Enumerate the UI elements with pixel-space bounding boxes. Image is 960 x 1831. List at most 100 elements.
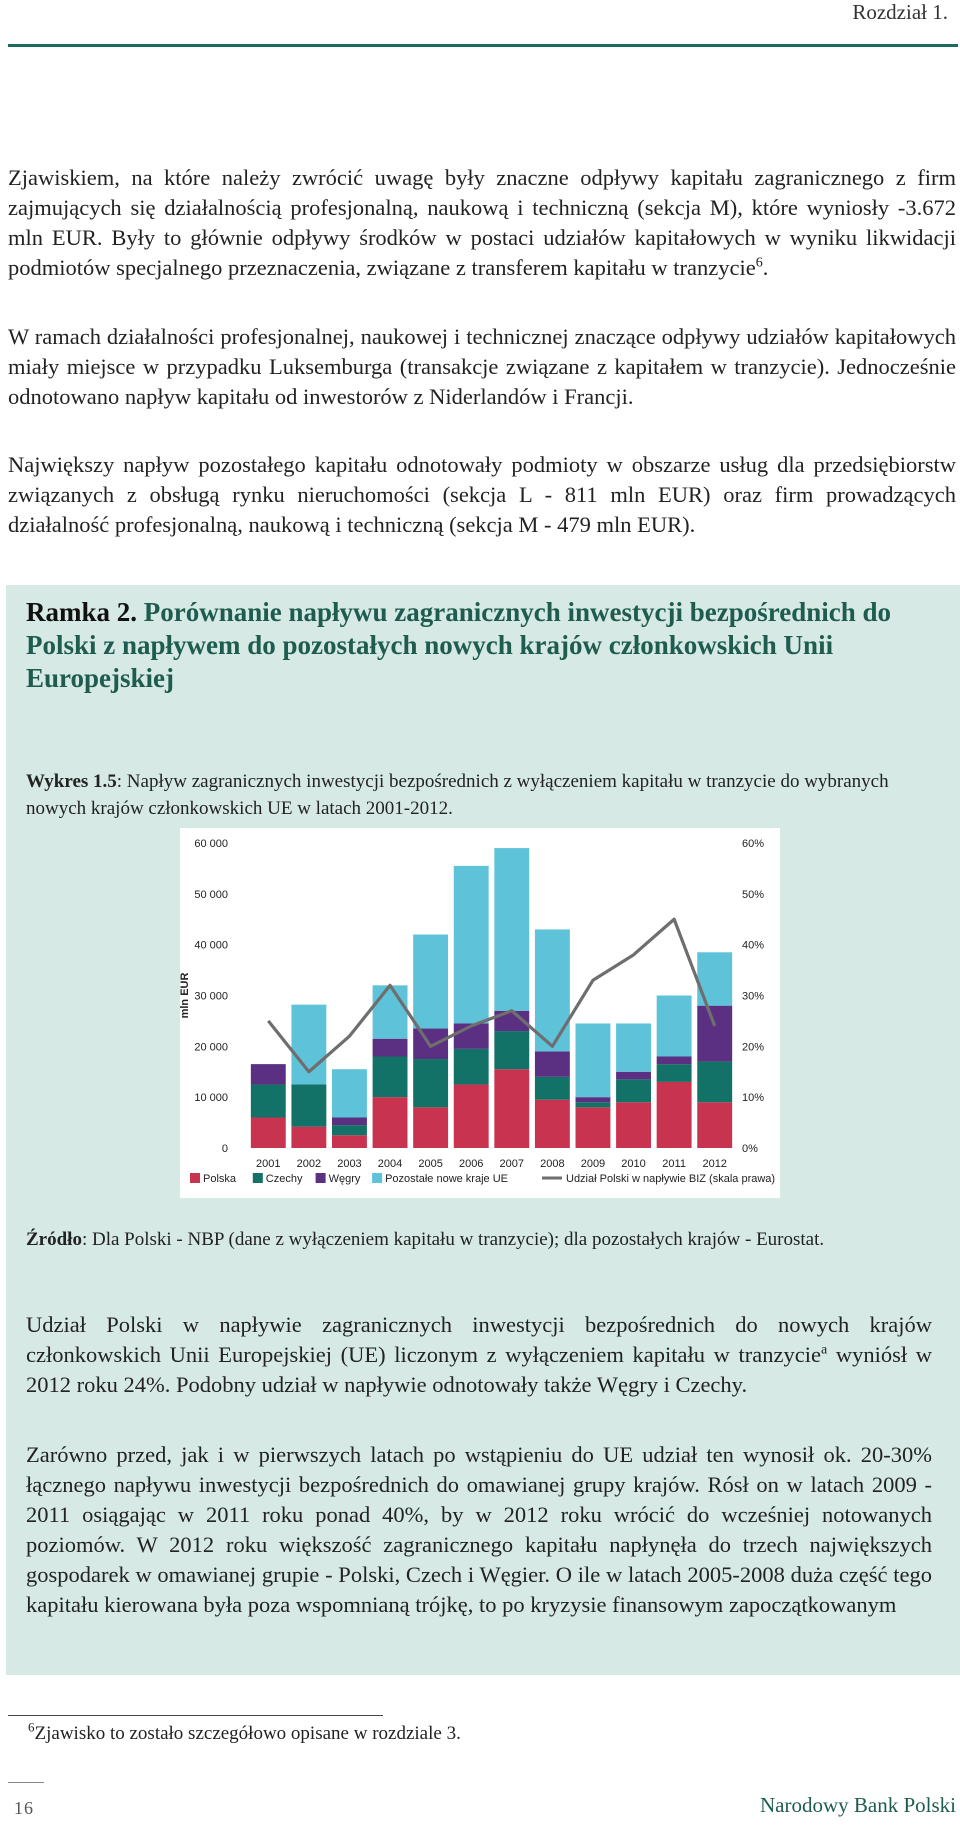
bar-segment: [250, 1084, 286, 1118]
x-tick-label: 2007: [500, 1158, 524, 1170]
legend-swatch: [372, 1173, 383, 1183]
bar-segment: [575, 1023, 611, 1098]
y2-tick-label: 40%: [742, 940, 764, 952]
legend-swatch: [190, 1173, 200, 1183]
x-tick-label: 2011: [662, 1158, 686, 1170]
fdi-chart: 0 10 000 20 000 30 000 40 000 50 000 60 000 0% 1…: [180, 838, 775, 1185]
y-axis-label: mln EUR: [180, 973, 191, 1019]
bar-segment: [332, 1135, 367, 1148]
bar-segment: [656, 1081, 692, 1148]
y-tick-label: 20 000: [194, 1041, 228, 1053]
bar-segment: [372, 1038, 408, 1057]
chart-caption: Wykres 1.5: Napływ zagranicznych inwesty…: [26, 768, 936, 822]
chart-caption-text: : Napływ zagranicznych inwestycji bezpoś…: [26, 771, 889, 819]
y2-tick-label: 20%: [742, 1041, 764, 1053]
box-title: Ramka 2. Porównanie napływu zagranicznyc…: [26, 596, 936, 695]
chart-caption-label: Wykres 1.5: [26, 771, 117, 792]
x-tick-label: 2009: [581, 1158, 605, 1170]
bar-segment: [291, 1126, 327, 1148]
source-text: : Dla Polski - NBP (dane z wyłączeniem k…: [81, 1229, 825, 1250]
share-line: [267, 917, 717, 1074]
box-footnote-ref: a: [820, 1342, 828, 1358]
bar-segment: [453, 1084, 489, 1148]
bar-segment: [616, 1102, 651, 1148]
y-tick-label: 50 000: [194, 889, 228, 901]
y-tick-label: 60 000: [194, 838, 228, 850]
x-tick-label: 2006: [459, 1158, 483, 1170]
legend-label: Pozostałe nowe kraje UE: [385, 1173, 508, 1185]
box-paragraph-2: Zarówno przed, jak i w pierwszych latach…: [26, 1442, 932, 1617]
legend-label: Węgry: [329, 1173, 361, 1185]
chart-panel: 0 10 000 20 000 30 000 40 000 50 000 60 000 0% 1…: [180, 828, 780, 1198]
chart-source: Źródło: Dla Polski - NBP (dane z wyłącze…: [26, 1227, 936, 1253]
footnote: 6Zjawisko to zostało szczegółowo opisane…: [28, 1719, 461, 1745]
header-divider: [8, 44, 958, 47]
y2-tick-label: 30%: [742, 991, 764, 1003]
paragraph-1-text: Zjawiskiem, na które należy zwrócić uwag…: [8, 165, 956, 280]
bar-segment: [534, 929, 570, 1052]
bar-segment: [413, 934, 449, 1029]
y-tick-label: 0: [222, 1143, 228, 1155]
bar-segment: [534, 1051, 570, 1077]
paragraph-2: W ramach działalności profesjonalnej, na…: [8, 324, 956, 409]
bar-segment: [453, 865, 489, 1024]
bar-segment: [656, 1056, 692, 1065]
box-title-text: Porównanie napływu zagranicznych inwesty…: [26, 597, 892, 693]
bar-segment: [494, 848, 530, 1011]
x-tick-label: 2008: [540, 1158, 564, 1170]
y-tick-label: 40 000: [194, 940, 228, 952]
bar-segment: [656, 995, 692, 1057]
bar-segment: [656, 1064, 692, 1082]
bar-segment: [697, 1061, 733, 1103]
x-tick-label: 2003: [337, 1158, 361, 1170]
bar-segment: [534, 1076, 570, 1100]
bar-segment: [616, 1023, 651, 1072]
y2-tick-label: 50%: [742, 889, 764, 901]
legend-label: Udział Polski w napływie BIZ (skala praw…: [566, 1173, 775, 1185]
bar-segment: [250, 1064, 286, 1085]
footer-brand: Narodowy Bank Polski: [760, 1793, 956, 1817]
page-number-rule: [8, 1782, 44, 1783]
x-tick-label: 2010: [621, 1158, 645, 1170]
bar-segment: [616, 1079, 651, 1103]
x-tick-label: 2002: [297, 1158, 321, 1170]
bar-segment: [250, 1117, 286, 1148]
source-label: Źródło: [26, 1229, 82, 1250]
y-tick-label: 10 000: [194, 1092, 228, 1104]
bar-segment: [372, 1097, 408, 1148]
y2-tick-label: 10%: [742, 1092, 764, 1104]
y2-tick-label: 0%: [742, 1143, 758, 1155]
legend-label: Czechy: [266, 1173, 303, 1185]
box-paragraph-1: Udział Polski w napływie zagranicznych i…: [26, 1310, 932, 1400]
x-tick-label: 2005: [418, 1158, 442, 1170]
x-tick-label: 2001: [256, 1158, 280, 1170]
bar-segment: [494, 1010, 530, 1032]
footnote-text: Zjawisko to zostało szczegółowo opisane …: [34, 1723, 461, 1744]
bar-segment: [697, 1005, 733, 1062]
bar-segment: [332, 1069, 367, 1118]
legend-swatch: [315, 1173, 326, 1183]
bar-segment: [291, 1084, 327, 1127]
bar-segment: [332, 1125, 367, 1136]
bar-segment: [575, 1107, 611, 1148]
y2-tick-label: 60%: [742, 838, 764, 850]
bar-segment: [494, 1069, 530, 1148]
paragraph-3: Największy napływ pozostałego kapitału o…: [8, 452, 956, 537]
bar-segment: [453, 1048, 489, 1085]
footnote-number: 6: [28, 1719, 35, 1735]
bar-segment: [534, 1099, 570, 1148]
y-tick-label: 30 000: [194, 991, 228, 1003]
legend-label: Polska: [203, 1173, 237, 1185]
bar-segment: [575, 1097, 611, 1103]
legend-swatch: [252, 1173, 263, 1183]
bar-segment: [697, 1102, 733, 1148]
box-paragraph-1-text: Udział Polski w napływie zagranicznych i…: [26, 1312, 932, 1367]
paragraph-1-end: .: [762, 255, 769, 280]
footnote-ref[interactable]: 6: [755, 255, 763, 271]
bar-segment: [332, 1117, 367, 1126]
bar-segment: [413, 1059, 449, 1108]
bar-segment: [616, 1071, 651, 1080]
x-tick-label: 2004: [378, 1158, 402, 1170]
paragraph-1: Zjawiskiem, na które należy zwrócić uwag…: [8, 163, 956, 283]
footnote-divider: [8, 1715, 383, 1716]
